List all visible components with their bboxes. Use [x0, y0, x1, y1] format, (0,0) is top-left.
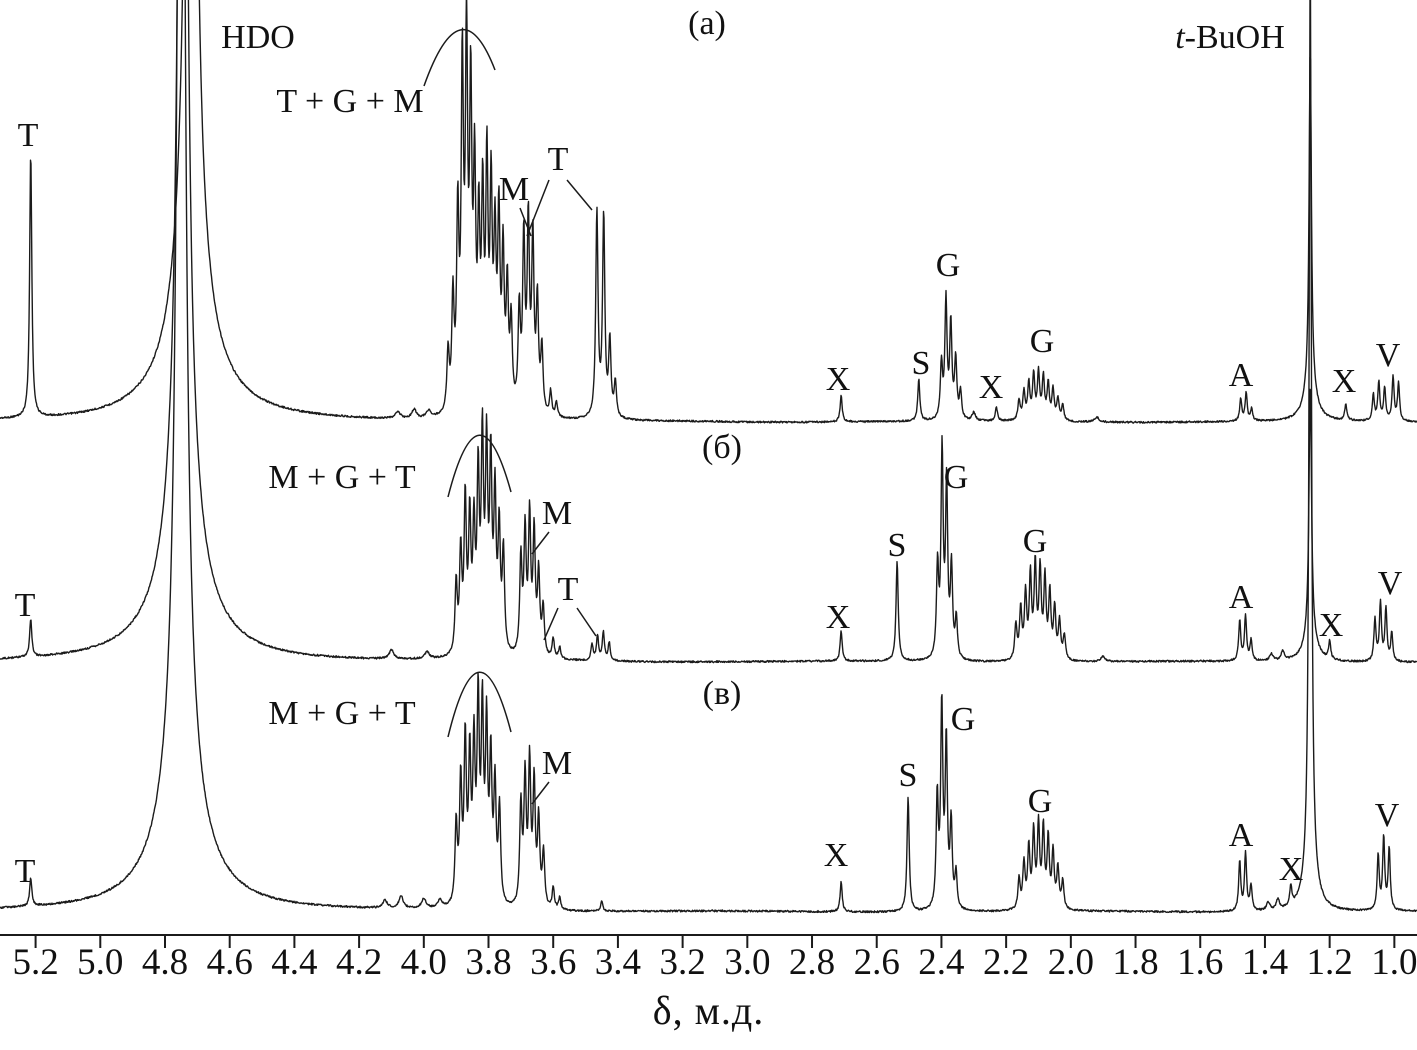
peak-label: A [1229, 817, 1254, 854]
peak-label: S [912, 345, 931, 382]
panel-label: (в) [703, 675, 742, 712]
peak-label: M [542, 745, 572, 782]
x-axis-title: δ, м.д. [652, 988, 765, 1033]
multiplet-group-label: M + G + T [268, 695, 416, 732]
peak-label: X [824, 837, 849, 874]
x-axis-tick-label: 2.4 [918, 942, 964, 983]
peak-pointer-line [531, 781, 550, 805]
x-axis-tick-label: 2.8 [789, 942, 835, 983]
peak-label: A [1229, 357, 1254, 394]
peak-label: M [499, 171, 529, 208]
peak-label: G [951, 701, 976, 738]
x-axis-tick-label: 1.8 [1112, 942, 1158, 983]
nmr-trace-b [0, 0, 1417, 664]
peak-group-arc [447, 434, 512, 498]
peak-label: T [558, 571, 579, 608]
x-axis-tick-label: 2.6 [854, 942, 900, 983]
peak-label: T [548, 141, 569, 178]
x-axis-tick-label: 3.2 [659, 942, 705, 983]
x-axis-tick-label: 1.4 [1242, 942, 1288, 983]
x-axis-tick-label: 3.4 [595, 942, 641, 983]
peak-group-arc [447, 671, 512, 738]
x-axis-tick-label: 1.6 [1177, 942, 1223, 983]
peak-label: S [888, 527, 907, 564]
peak-label: X [826, 599, 851, 636]
peak-label: T [15, 853, 36, 890]
peak-label: G [936, 247, 961, 284]
panel-label: (а) [688, 5, 726, 42]
peak-label: G [944, 459, 969, 496]
peak-label: G [1030, 323, 1055, 360]
peak-label: M [542, 495, 572, 532]
peak-label: G [1023, 523, 1048, 560]
multiplet-group-label: M + G + T [268, 459, 416, 496]
peak-label: X [1332, 363, 1357, 400]
panel-label: (б) [702, 429, 742, 466]
peak-pointer-line [566, 179, 593, 211]
x-axis-tick-label: 4.4 [271, 942, 317, 983]
solvent-label-hdo: HDO [221, 19, 295, 56]
x-axis-tick-label: 4.6 [207, 942, 253, 983]
peak-label: G [1028, 783, 1053, 820]
x-axis-tick-label: 1.0 [1371, 942, 1417, 983]
peak-label: X [1279, 851, 1304, 888]
peak-pointer-line [576, 607, 597, 637]
peak-label: X [826, 361, 851, 398]
peak-pointer-line [531, 531, 550, 555]
peak-label: S [899, 757, 918, 794]
x-axis-tick-label: 5.0 [77, 942, 123, 983]
peak-label: X [1319, 607, 1344, 644]
x-axis-tick-label: 2.0 [1048, 942, 1094, 983]
x-axis-tick-label: 5.2 [12, 942, 58, 983]
peak-label: A [1229, 579, 1254, 616]
peak-pointer-line [526, 179, 550, 237]
x-axis-tick-label: 3.8 [465, 942, 511, 983]
x-axis-tick-label: 4.0 [401, 942, 447, 983]
x-axis-tick-label: 4.8 [142, 942, 188, 983]
peak-group-arc [423, 28, 496, 87]
x-axis: 5.2 5.0 4.8 4.6 4.4 4.2 4.0 3.8 3.6 3.4 3.2 3.0 2.8 2… [0, 934, 1417, 983]
peak-label: T [18, 117, 39, 154]
x-axis-tick-label: 3.6 [530, 942, 576, 983]
peak-label: V [1378, 565, 1403, 602]
peak-pointer-line [543, 607, 559, 641]
peak-label: T [15, 587, 36, 624]
x-axis-tick-label: 3.0 [724, 942, 770, 983]
x-axis-tick-label: 2.2 [983, 942, 1029, 983]
peak-label: V [1376, 337, 1401, 374]
nmr-trace-a [0, 0, 1417, 424]
nmr-trace-v [0, 0, 1417, 914]
peak-label: X [979, 369, 1004, 406]
x-axis-tick-label: 1.2 [1307, 942, 1353, 983]
solvent-label-tbuoh: t-BuOH [1175, 19, 1285, 56]
multiplet-group-label: T + G + M [276, 83, 423, 120]
x-axis-tick-label: 4.2 [336, 942, 382, 983]
peak-label: V [1375, 797, 1400, 834]
